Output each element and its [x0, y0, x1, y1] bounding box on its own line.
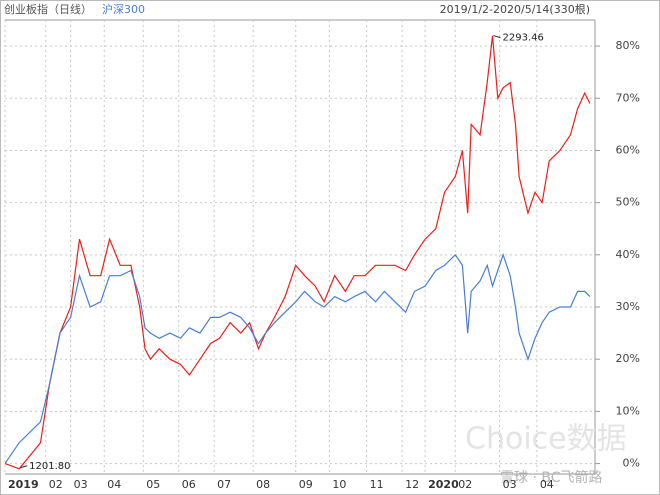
- x-tick-label: 05: [146, 478, 160, 491]
- subtitle: 2019/1/2-2020/5/14(330根): [440, 2, 590, 16]
- credit: 雪球 · BC飞箭路: [500, 469, 602, 486]
- y-tick-label: 50%: [616, 196, 640, 209]
- legend-label: 创业板指（日线）: [4, 2, 92, 16]
- y-tick-label: 70%: [616, 91, 640, 104]
- x-tick-label: 09: [299, 478, 313, 491]
- x-tick-label: 07: [217, 478, 231, 491]
- annotation-arrow: [493, 35, 501, 39]
- legend-label: 沪深300: [102, 2, 145, 16]
- y-tick-label: 20%: [616, 352, 640, 365]
- annotation: 1201.80: [29, 461, 70, 472]
- y-tick-label: 40%: [616, 248, 640, 261]
- y-tick-label: 0%: [623, 457, 640, 470]
- x-tick-label: 03: [503, 478, 517, 491]
- y-tick-label: 30%: [616, 300, 640, 313]
- x-tick-label: 03: [74, 478, 88, 491]
- x-tick-label: 10: [332, 478, 346, 491]
- x-tick-label: 12: [405, 478, 419, 491]
- x-tick-label: 08: [256, 478, 270, 491]
- y-tick-label: 80%: [616, 39, 640, 52]
- x-tick-label: 02: [458, 478, 472, 491]
- watermark: Choice数据: [465, 422, 627, 457]
- annotation: 2293.46: [503, 33, 544, 44]
- x-tick-label: 06: [182, 478, 196, 491]
- series-line: [4, 252, 591, 464]
- x-tick-label: 11: [370, 478, 384, 491]
- y-tick-label: 60%: [616, 143, 640, 156]
- x-tick-label: 2019: [8, 478, 39, 491]
- x-tick-label: 02: [49, 478, 63, 491]
- annotation-arrow: [20, 465, 28, 469]
- x-tick-label: 2020: [428, 478, 459, 491]
- series-line: [4, 35, 591, 470]
- x-tick-label: 04: [540, 478, 554, 491]
- x-tick-label: 04: [107, 478, 121, 491]
- y-tick-label: 10%: [616, 404, 640, 417]
